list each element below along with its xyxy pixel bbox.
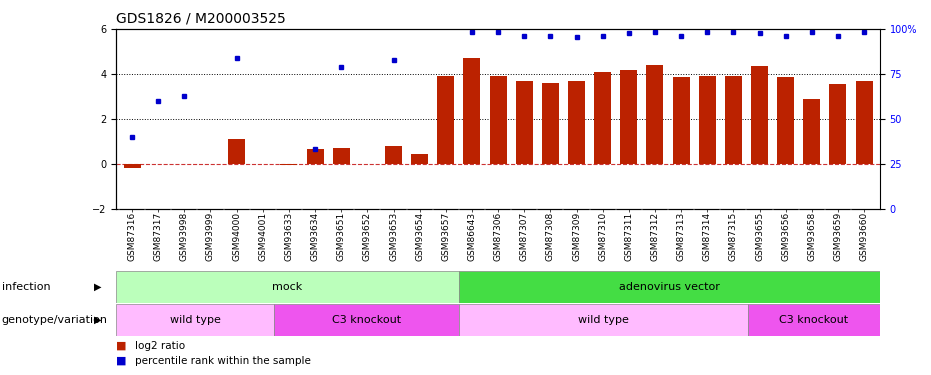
Text: GSM87306: GSM87306 xyxy=(493,212,503,261)
Text: GSM87317: GSM87317 xyxy=(154,212,163,261)
Bar xyxy=(306,149,324,164)
Bar xyxy=(385,146,402,164)
Text: GSM87311: GSM87311 xyxy=(625,212,633,261)
Text: ■: ■ xyxy=(116,356,127,366)
Text: GSM87310: GSM87310 xyxy=(598,212,607,261)
Text: GSM94000: GSM94000 xyxy=(232,212,241,261)
Text: GSM93655: GSM93655 xyxy=(755,212,764,261)
Text: GDS1826 / M200003525: GDS1826 / M200003525 xyxy=(116,11,286,25)
Text: GSM87314: GSM87314 xyxy=(703,212,711,261)
Bar xyxy=(725,76,742,164)
Text: GSM93999: GSM93999 xyxy=(206,212,215,261)
Bar xyxy=(749,304,880,336)
Bar xyxy=(777,77,794,164)
Text: GSM87308: GSM87308 xyxy=(546,212,555,261)
Text: GSM87307: GSM87307 xyxy=(519,212,529,261)
Text: GSM93651: GSM93651 xyxy=(337,212,345,261)
Bar xyxy=(459,304,749,336)
Bar xyxy=(803,99,820,164)
Text: GSM93658: GSM93658 xyxy=(807,212,816,261)
Bar xyxy=(280,164,297,165)
Text: GSM87313: GSM87313 xyxy=(677,212,685,261)
Text: log2 ratio: log2 ratio xyxy=(135,341,185,351)
Text: GSM93656: GSM93656 xyxy=(781,212,790,261)
Text: infection: infection xyxy=(2,282,50,292)
Text: C3 knockout: C3 knockout xyxy=(331,315,401,325)
Text: GSM87312: GSM87312 xyxy=(651,212,659,261)
Bar xyxy=(116,271,459,303)
Text: GSM87309: GSM87309 xyxy=(572,212,581,261)
Bar xyxy=(594,72,611,164)
Text: adenovirus vector: adenovirus vector xyxy=(619,282,720,292)
Text: mock: mock xyxy=(273,282,303,292)
Bar xyxy=(275,304,459,336)
Text: GSM87315: GSM87315 xyxy=(729,212,738,261)
Text: GSM93652: GSM93652 xyxy=(363,212,371,261)
Text: GSM93634: GSM93634 xyxy=(311,212,319,261)
Bar xyxy=(438,76,454,164)
Bar xyxy=(751,66,768,164)
Text: GSM93660: GSM93660 xyxy=(859,212,869,261)
Text: ▶: ▶ xyxy=(94,315,101,325)
Bar xyxy=(490,76,506,164)
Text: genotype/variation: genotype/variation xyxy=(2,315,108,325)
Bar xyxy=(116,304,275,336)
Bar xyxy=(542,83,559,164)
Bar xyxy=(830,84,846,164)
Text: percentile rank within the sample: percentile rank within the sample xyxy=(135,356,311,366)
Text: GSM93654: GSM93654 xyxy=(415,212,425,261)
Bar xyxy=(856,81,872,164)
Bar xyxy=(332,148,350,164)
Text: GSM93653: GSM93653 xyxy=(389,212,398,261)
Text: GSM94001: GSM94001 xyxy=(258,212,267,261)
Text: GSM93633: GSM93633 xyxy=(285,212,293,261)
Bar xyxy=(646,65,664,164)
Text: GSM93657: GSM93657 xyxy=(441,212,451,261)
Bar xyxy=(568,81,585,164)
Text: ■: ■ xyxy=(116,341,127,351)
Bar xyxy=(412,154,428,164)
Bar xyxy=(228,139,245,164)
Text: ▶: ▶ xyxy=(94,282,101,292)
Text: wild type: wild type xyxy=(170,315,221,325)
Text: GSM93998: GSM93998 xyxy=(180,212,189,261)
Bar xyxy=(464,58,480,164)
Text: GSM87316: GSM87316 xyxy=(128,212,137,261)
Bar xyxy=(620,70,638,164)
Bar xyxy=(672,77,690,164)
Bar xyxy=(699,76,716,164)
Bar xyxy=(516,81,533,164)
Bar xyxy=(459,271,880,303)
Text: C3 knockout: C3 knockout xyxy=(779,315,848,325)
Text: GSM86643: GSM86643 xyxy=(467,212,477,261)
Text: GSM93659: GSM93659 xyxy=(833,212,843,261)
Bar xyxy=(124,164,141,168)
Text: wild type: wild type xyxy=(578,315,628,325)
